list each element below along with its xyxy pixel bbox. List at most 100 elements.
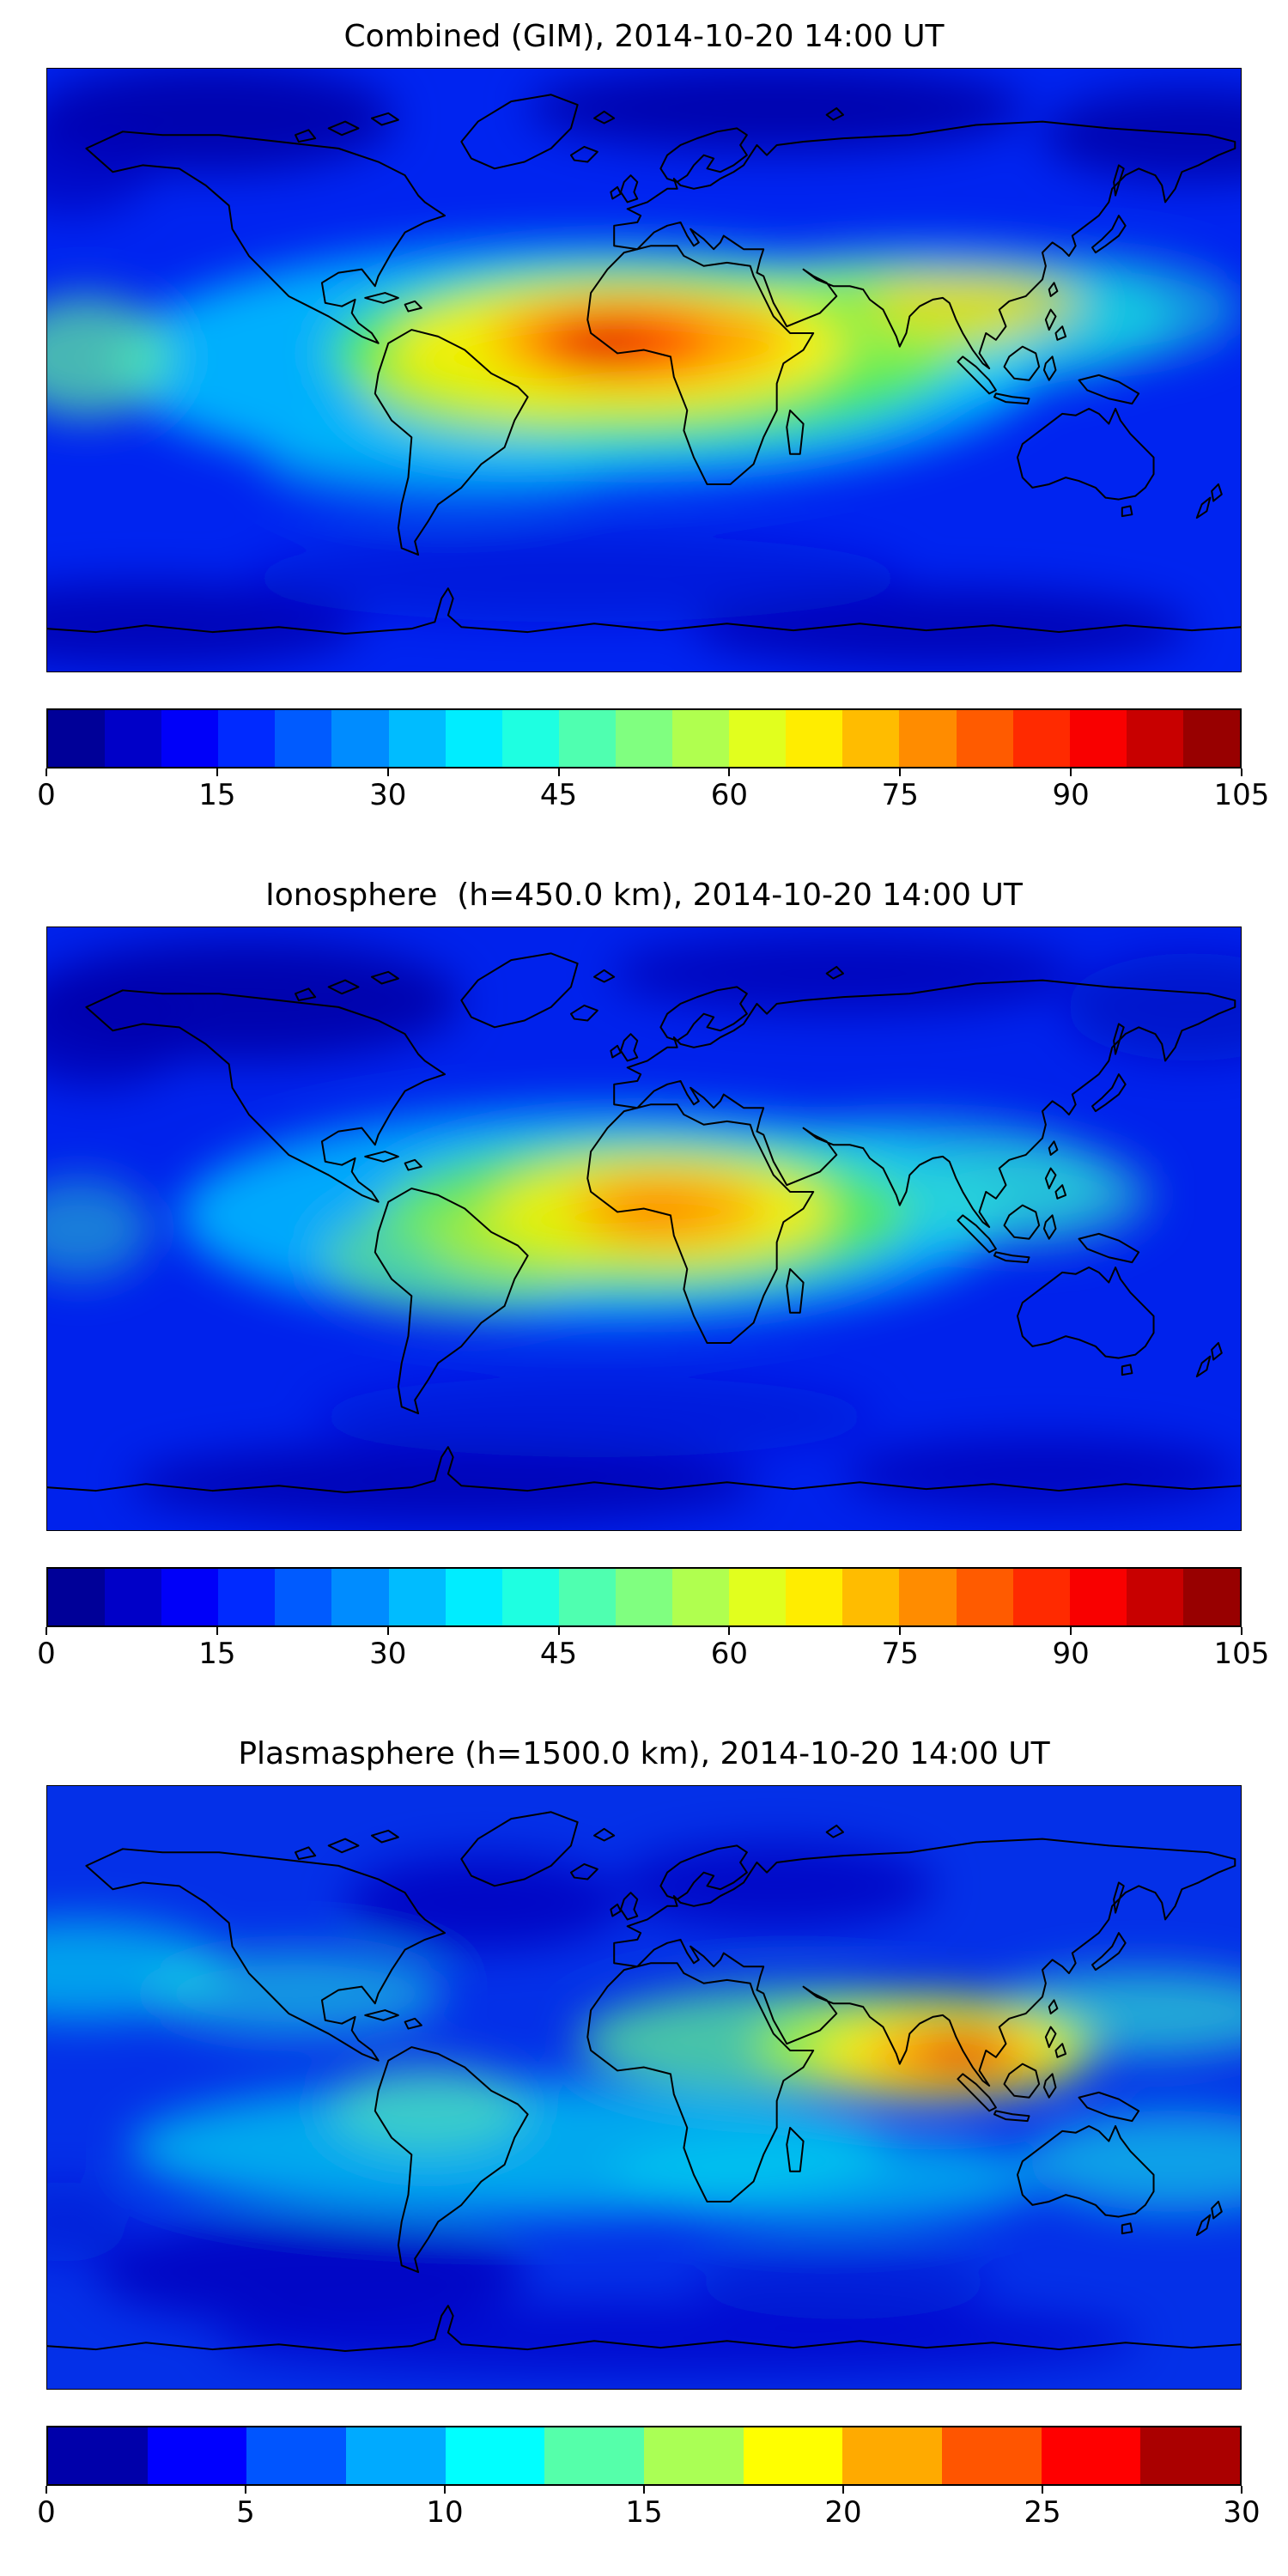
colorbar-tick-mark — [46, 769, 47, 776]
colorbar-cell — [501, 710, 559, 767]
colorbar-tick-mark — [46, 2486, 47, 2494]
colorbar-cell — [1069, 1569, 1127, 1625]
colorbar-tick-mark — [386, 769, 389, 776]
contour-map-combined — [46, 68, 1242, 672]
colorbar-cell — [275, 1569, 332, 1625]
colorbar-tick-mark — [46, 1627, 47, 1635]
colorbar-cell — [899, 710, 957, 767]
colorbar-cell — [1182, 1569, 1240, 1625]
colorbar-tick-label: 15 — [198, 1637, 236, 1671]
colorbar-cell — [275, 710, 332, 767]
colorbar-tick-mark — [899, 769, 902, 776]
colorbar-tick-mark — [899, 1627, 902, 1635]
map-combined-gim — [46, 68, 1242, 672]
colorbar-tick-label: 5 — [236, 2495, 255, 2530]
colorbar-ionosphere — [46, 1567, 1242, 1627]
colorbar-cell — [899, 1569, 957, 1625]
panel-ionosphere: Ionosphere (h=450.0 km), 2014-10-20 14:0… — [0, 859, 1288, 1717]
colorbar-cell — [1140, 2427, 1241, 2484]
contour-map-ionosphere — [46, 927, 1242, 1531]
colorbar-cell — [331, 710, 389, 767]
colorbar-cell — [743, 2427, 843, 2484]
colorbar-tick-label: 45 — [539, 1637, 578, 1671]
colorbar-tick-label: 90 — [1052, 778, 1090, 812]
colorbar-cell — [842, 2427, 943, 2484]
panel-plasmasphere: Plasmasphere (h=1500.0 km), 2014-10-20 1… — [0, 1717, 1288, 2576]
colorbar-cell — [445, 710, 502, 767]
colorbar-plasmasphere — [46, 2426, 1242, 2486]
colorbar-cell — [558, 710, 616, 767]
colorbar-cell — [218, 1569, 276, 1625]
colorbar-tick-mark — [557, 1627, 560, 1635]
colorbar-tick-mark — [1042, 2486, 1043, 2494]
colorbar-tick-mark — [245, 2486, 246, 2494]
colorbar-tick-label: 60 — [710, 1637, 749, 1671]
colorbar-cell — [729, 1569, 787, 1625]
colorbar-tick-mark — [444, 2486, 446, 2494]
colorbar-cell — [346, 2427, 446, 2484]
colorbar-cell — [672, 1569, 730, 1625]
colorbar-cell — [1069, 710, 1127, 767]
colorbar-tick-label: 45 — [539, 778, 578, 812]
contour-map-plasmasphere — [46, 1785, 1242, 2390]
colorbar-cell — [246, 2427, 347, 2484]
colorbar-tick-mark — [728, 769, 731, 776]
colorbar-cell — [1182, 710, 1240, 767]
colorbar-tick-label: 30 — [369, 778, 407, 812]
colorbar-cell — [786, 710, 843, 767]
colorbar-tick-label: 105 — [1213, 778, 1270, 812]
colorbar-cell — [558, 1569, 616, 1625]
colorbar-tick-label: 0 — [37, 2495, 56, 2530]
colorbar-cell — [218, 710, 276, 767]
colorbar-cell — [105, 710, 162, 767]
colorbar-cell — [48, 710, 106, 767]
colorbar-tick-mark — [1070, 769, 1072, 776]
colorbar-cell — [48, 2427, 148, 2484]
colorbar-cell — [48, 1569, 106, 1625]
colorbar-cell — [615, 710, 673, 767]
colorbar-combined — [46, 708, 1242, 769]
colorbar-tick-label: 30 — [1223, 2495, 1261, 2530]
colorbar-cell — [615, 1569, 673, 1625]
colorbar-cell — [331, 1569, 389, 1625]
colorbar-cell — [786, 1569, 843, 1625]
colorbar-tick-label: 15 — [198, 778, 236, 812]
colorbar-cell — [1126, 1569, 1183, 1625]
colorbar-tick-label: 20 — [824, 2495, 862, 2530]
colorbar-tick-label: 10 — [426, 2495, 464, 2530]
colorbar-cell — [842, 1569, 900, 1625]
colorbar-cell — [161, 1569, 219, 1625]
colorbar-cell — [1012, 710, 1070, 767]
colorbar-tick-label: 30 — [369, 1637, 407, 1671]
colorbar-tick-mark — [728, 1627, 731, 1635]
colorbar-cell — [445, 1569, 502, 1625]
colorbar-cell — [388, 1569, 446, 1625]
colorbar-cell — [388, 710, 446, 767]
colorbar-cell — [445, 2427, 545, 2484]
colorbar-tick-mark — [643, 2486, 645, 2494]
colorbar-tick-label: 75 — [881, 1637, 919, 1671]
colorbar-cell — [147, 2427, 247, 2484]
map-plasmasphere — [46, 1785, 1242, 2390]
colorbar-tick-label: 60 — [710, 778, 749, 812]
colorbar-tick-mark — [842, 2486, 844, 2494]
colorbar-tick-mark — [1070, 1627, 1072, 1635]
panel-title-plasmasphere: Plasmasphere (h=1500.0 km), 2014-10-20 1… — [238, 1736, 1050, 1771]
colorbar-cell — [956, 710, 1013, 767]
colorbar-tick-label: 15 — [625, 2495, 663, 2530]
colorbar-ticks-ionosphere: 0 15 30 45 60 75 90 105 — [37, 1627, 1269, 1672]
colorbar-cell — [956, 1569, 1013, 1625]
colorbar-cell — [942, 2427, 1042, 2484]
colorbar-cell — [161, 710, 219, 767]
colorbar-cell — [544, 2427, 645, 2484]
colorbar-tick-label: 90 — [1052, 1637, 1090, 1671]
colorbar-cell — [729, 710, 787, 767]
colorbar-tick-mark — [386, 1627, 389, 1635]
colorbar-tick-label: 25 — [1024, 2495, 1061, 2530]
panel-combined-gim: Combined (GIM), 2014-10-20 14:00 UT 0 15 3… — [0, 0, 1288, 859]
colorbar-tick-mark — [1241, 2486, 1242, 2494]
colorbar-cell — [842, 710, 900, 767]
colorbar-cell — [1041, 2427, 1141, 2484]
colorbar-cell — [105, 1569, 162, 1625]
